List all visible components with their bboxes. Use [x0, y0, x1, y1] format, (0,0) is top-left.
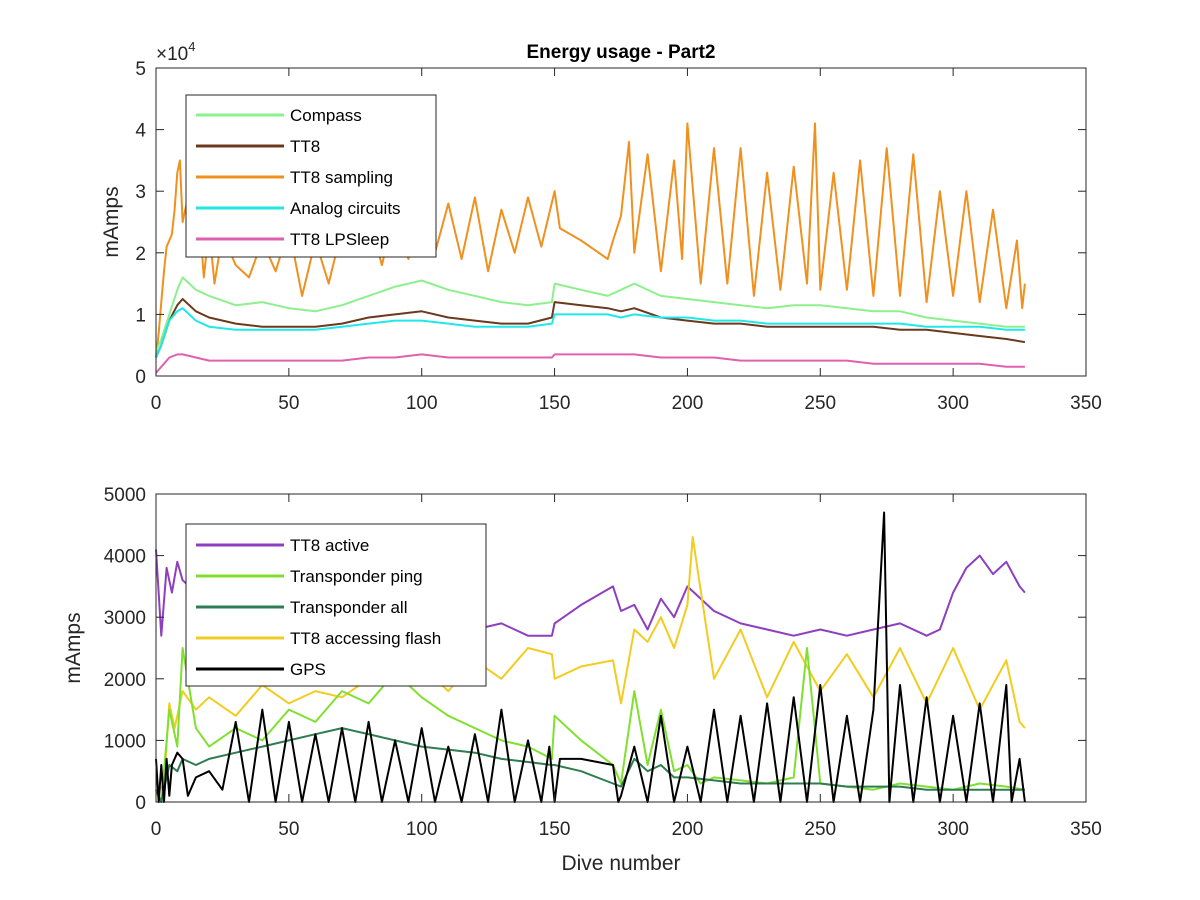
y-tick-label: 2000 — [104, 670, 146, 691]
legend-label-tt8: TT8 — [290, 137, 320, 156]
series-line-analog-circuits — [155, 307, 1025, 358]
series-line-tt8-lpsleep — [155, 353, 1025, 374]
x-tick-label: 100 — [406, 819, 438, 840]
axes-bottom: 0 50 100 150 200 250 300 350 0 1000 2000 3000 4000 50… — [62, 485, 1102, 875]
axes-bottom-frame — [155, 493, 1087, 803]
x-tick-label: 200 — [672, 819, 704, 840]
axes-top-frame — [155, 67, 1087, 377]
bottom-legend-entries: TT8 active Transponder ping Transponder al… — [196, 536, 441, 679]
bottom-legend: TT8 active Transponder ping Transponder al… — [185, 523, 487, 687]
x-tick-label: 0 — [151, 819, 162, 840]
top-y-exponent-power: 4 — [188, 39, 195, 54]
legend-label-transponder-all: Transponder all — [290, 598, 408, 617]
y-tick-label: 0 — [135, 793, 146, 814]
y-tick-label: 5 — [135, 59, 146, 80]
top-legend-entries: Compass TT8 TT8 sampling Analog circuits TT8… — [196, 106, 401, 249]
legend-label-tt8-accessing-flash: TT8 accessing flash — [290, 629, 441, 648]
legend-label-tt8-lpsleep: TT8 LPSleep — [290, 230, 389, 249]
legend-label-tt8-sampling: TT8 sampling — [290, 168, 393, 187]
x-tick-label: 200 — [672, 393, 704, 414]
top-legend: Compass TT8 TT8 sampling Analog circuits TT8… — [185, 94, 437, 258]
bottom-xlabel: Dive number — [561, 852, 680, 875]
top-ticks: 0 50 100 150 200 250 300 350 0 1 2 3 4 5 — [135, 59, 1101, 414]
y-tick-label: 2 — [135, 244, 146, 265]
x-tick-label: 150 — [539, 393, 571, 414]
top-y-exponent: ×104 — [156, 39, 195, 65]
y-tick-label: 3 — [135, 182, 146, 203]
figure-title: Energy usage - Part2 — [526, 42, 715, 63]
x-tick-label: 350 — [1070, 819, 1102, 840]
x-tick-label: 250 — [804, 393, 836, 414]
x-tick-label: 300 — [937, 393, 969, 414]
bottom-ylabel: mAmps — [62, 612, 85, 683]
series-line-tt8 — [155, 298, 1026, 358]
series-line-transponder-all — [155, 727, 1025, 803]
top-ylabel: mAmps — [100, 186, 123, 257]
y-tick-label: 4 — [135, 121, 146, 142]
y-tick-label: 4000 — [104, 547, 146, 568]
x-tick-label: 350 — [1070, 393, 1102, 414]
series-line-tt8-accessing-flash — [155, 536, 1026, 797]
x-tick-label: 0 — [151, 393, 162, 414]
x-tick-label: 300 — [937, 819, 969, 840]
y-tick-label: 1 — [135, 305, 146, 326]
x-tick-label: 50 — [278, 393, 299, 414]
legend-label-transponder-ping: Transponder ping — [290, 567, 423, 586]
y-tick-label: 5000 — [104, 485, 146, 506]
bottom-ticks: 0 50 100 150 200 250 300 350 0 1000 2000 3000 4000 50… — [104, 485, 1102, 840]
top-y-exponent-base: ×10 — [156, 44, 188, 65]
x-tick-label: 250 — [804, 819, 836, 840]
series-line-compass — [155, 276, 1025, 352]
legend-label-compass: Compass — [290, 106, 362, 125]
y-tick-label: 1000 — [104, 731, 146, 752]
legend-label-tt8-active: TT8 active — [290, 536, 369, 555]
bottom-legend-box — [185, 523, 487, 687]
y-tick-label: 3000 — [104, 608, 146, 629]
x-tick-label: 50 — [278, 819, 299, 840]
y-tick-label: 0 — [135, 367, 146, 388]
x-tick-label: 150 — [539, 819, 571, 840]
x-tick-label: 100 — [406, 393, 438, 414]
legend-label-analog-circuits: Analog circuits — [290, 199, 401, 218]
legend-label-gps: GPS — [290, 660, 326, 679]
